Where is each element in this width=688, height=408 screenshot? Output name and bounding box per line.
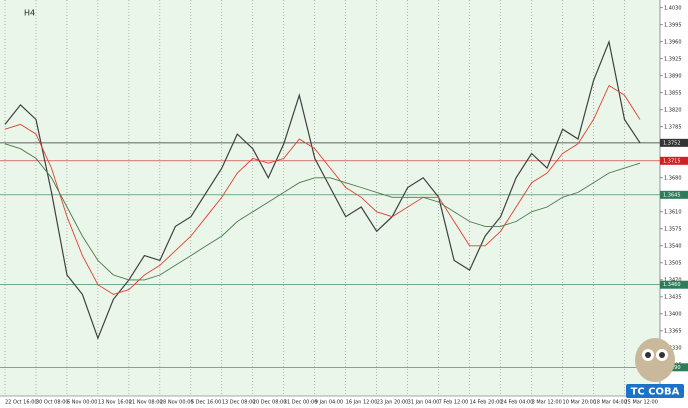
y-tick-label: 1.3890 — [664, 73, 682, 79]
x-tick-label: 25 Mar 12:00 — [625, 400, 658, 406]
price-tag — [660, 138, 688, 147]
x-tick-label: 20 Dec 08:00 — [253, 400, 287, 406]
logo-pupil — [659, 352, 665, 358]
y-tick-label: 1.3855 — [664, 90, 682, 96]
x-tick-label: 24 Feb 04:00 — [501, 400, 534, 406]
y-tick-label: 1.3995 — [664, 22, 682, 28]
y-tick-label: 1.3505 — [664, 260, 682, 266]
y-tick-label: 1.3330 — [664, 345, 682, 351]
x-tick-label: 30 Oct 08:00 — [36, 400, 69, 406]
y-tick-label: 1.3470 — [664, 277, 682, 283]
logo-owl — [635, 338, 675, 382]
price-tag-label: 1.3645 — [663, 192, 681, 198]
price-tag-label: 1.3460 — [663, 282, 681, 288]
y-tick-label: 1.3785 — [664, 124, 682, 130]
x-tick-label: 18 Mar 04:00 — [594, 400, 627, 406]
y-tick-label: 1.3575 — [664, 226, 682, 232]
price-tag-label: 1.3715 — [663, 158, 681, 164]
x-tick-label: 14 Feb 20:00 — [470, 400, 503, 406]
price-tag — [660, 156, 688, 165]
series-line — [4, 143, 641, 281]
price-tag — [660, 190, 688, 199]
x-tick-label: 16 Jan 12:00 — [346, 400, 378, 406]
x-tick-label: 5 Dec 16:00 — [191, 400, 221, 406]
x-tick-label: 13 Dec 08:00 — [222, 400, 256, 406]
x-tick-label: 31 Jan 04:00 — [408, 400, 440, 406]
y-tick-label: 1.3680 — [664, 175, 682, 181]
y-tick-label: 1.3540 — [664, 243, 682, 249]
logo-badge — [626, 384, 684, 398]
price-tag — [660, 280, 688, 289]
y-tick-label: 1.3365 — [664, 328, 682, 334]
x-tick-label: 6 Nov 00:00 — [67, 400, 98, 406]
y-tick-label: 1.4030 — [664, 5, 682, 11]
logo: TC COBA — [626, 338, 684, 398]
y-tick-label: 1.3820 — [664, 107, 682, 113]
series-line — [4, 84, 641, 295]
y-tick-label: 1.3960 — [664, 39, 682, 45]
y-tick-label: 1.3610 — [664, 209, 682, 215]
x-tick-label: 7 Feb 12:00 — [439, 400, 469, 406]
y-tick-label: 1.3400 — [664, 311, 682, 317]
price-tag-label: 1.3752 — [663, 140, 681, 146]
axis-background — [660, 0, 688, 408]
x-tick-label: 22 Oct 16:00 — [5, 400, 38, 406]
series-line — [4, 39, 641, 340]
x-tick-label: 23 Jan 20:00 — [377, 400, 409, 406]
x-tick-label: 10 Mar 20:00 — [563, 400, 596, 406]
x-tick-label: 28 Nov 00:00 — [160, 400, 194, 406]
x-tick-label: 3 Mar 12:00 — [532, 400, 562, 406]
x-tick-label: 13 Nov 16:00 — [98, 400, 132, 406]
logo-text: TC COBA — [631, 387, 680, 398]
y-tick-label: 1.3925 — [664, 56, 682, 62]
timeframe-label: H4 — [24, 9, 35, 18]
y-tick-label: 1.3435 — [664, 294, 682, 300]
x-tick-label: 9 Jan 04:00 — [315, 400, 343, 406]
x-tick-label: 31 Dec 00:00 — [284, 400, 318, 406]
logo-pupil — [645, 352, 651, 358]
price-tag — [660, 363, 688, 372]
plot-background — [0, 0, 660, 396]
x-tick-label: 21 Nov 08:00 — [129, 400, 163, 406]
